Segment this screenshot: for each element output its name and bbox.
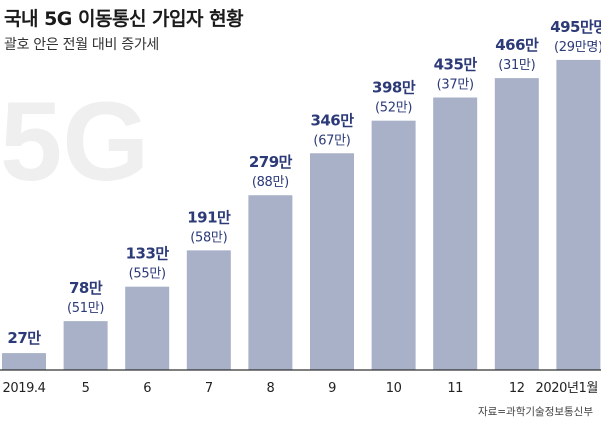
value-label: 398만 <box>372 79 416 97</box>
bar <box>248 195 293 370</box>
value-label: 466만 <box>495 36 539 54</box>
delta-label: (37만) <box>437 78 474 93</box>
watermark-5g: 5G <box>0 79 149 204</box>
x-tick-label: 11 <box>447 381 463 396</box>
chart-subtitle: 괄호 안은 전월 대비 증가세 <box>4 37 159 53</box>
bar <box>186 250 231 370</box>
x-tick-label: 2019.4 <box>2 381 45 396</box>
delta-label: (58만) <box>190 230 227 245</box>
value-label: 346만 <box>310 111 354 129</box>
x-tick-label: 6 <box>143 381 151 396</box>
delta-label: (55만) <box>129 267 166 282</box>
x-tick-label: 5 <box>82 381 90 396</box>
bar <box>2 353 46 370</box>
delta-label: (67만) <box>313 133 350 148</box>
value-label: 133만 <box>126 245 170 263</box>
value-label: 495만명 <box>550 18 601 36</box>
bar <box>125 286 170 370</box>
delta-label: (52만) <box>375 101 412 116</box>
bar <box>494 78 539 370</box>
bar <box>63 321 108 370</box>
source-note: 자료=과학기술정보통신부 <box>477 406 593 418</box>
x-tick-label: 7 <box>205 381 213 396</box>
bar <box>556 59 601 370</box>
delta-label: (31만) <box>498 58 535 73</box>
x-tick-label: 12 <box>509 381 525 396</box>
delta-label: (29만명) <box>554 40 601 55</box>
value-label: 78만 <box>69 279 103 297</box>
value-label: 27만 <box>7 329 41 347</box>
x-tick-label: 10 <box>386 381 402 396</box>
value-label: 279만 <box>249 153 293 171</box>
x-tick-label: 8 <box>266 381 274 396</box>
value-label: 435만 <box>434 56 478 74</box>
bar <box>310 153 354 370</box>
chart-title: 국내 5G 이동통신 가입자 현황 <box>4 8 244 30</box>
bar <box>433 97 478 371</box>
x-tick-label: 9 <box>328 381 336 396</box>
delta-label: (88만) <box>252 175 289 190</box>
delta-label: (51만) <box>67 301 104 316</box>
value-label: 191만 <box>187 208 231 226</box>
bar <box>371 120 416 370</box>
x-tick-label: 2020년1월 <box>536 381 598 396</box>
